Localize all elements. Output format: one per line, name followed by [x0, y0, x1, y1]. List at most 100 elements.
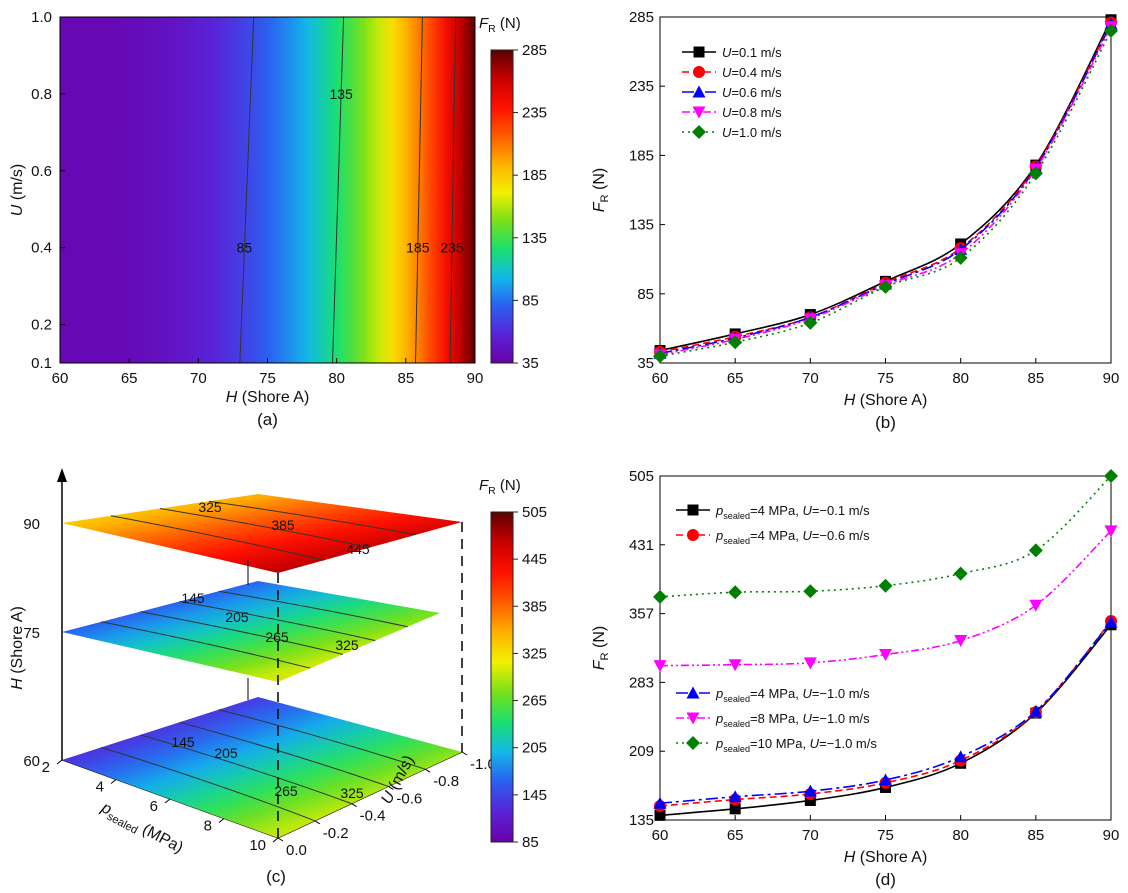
- y-tick-label: 357: [629, 606, 654, 623]
- data-point: [879, 579, 893, 593]
- contour-label: 445: [346, 541, 370, 557]
- colorbar-tick-label: 385: [522, 598, 547, 615]
- x-tick-label: 90: [1103, 827, 1120, 844]
- y-tick-label: 35: [637, 355, 654, 372]
- x-tick-label: 60: [652, 370, 669, 387]
- y-tick-label: -0.2: [323, 825, 349, 842]
- panel-d-line-chart: 60 65 70 75 80 85 90 135 209 283 357 431 505 psealed=…: [591, 468, 1119, 889]
- colorbar-tick-label: 185: [522, 167, 547, 184]
- panel-c-3d-slice-plot: 325 385 445 145 205 265 325 145 205 265 325 60 75 90 H…: [9, 468, 547, 886]
- colorbar: [491, 50, 513, 363]
- legend-entry: psealed=4 MPa, U=−0.6 m/s: [715, 528, 870, 546]
- contour-label: 135: [329, 86, 353, 102]
- contour-label: 235: [440, 240, 464, 256]
- y-tick: [352, 804, 357, 807]
- y-tick-label: 1.0: [31, 9, 52, 26]
- y-tick-label: 135: [629, 812, 654, 829]
- series-line: [660, 531, 1111, 666]
- x-tick-label: 2: [42, 759, 50, 776]
- slice-surface: [62, 581, 440, 682]
- colorbar-tick-label: 145: [522, 787, 547, 804]
- data-point: [954, 635, 967, 647]
- x-tick: [165, 799, 170, 803]
- panel-a-contour-map: 85 135 185 235 60 65 70 75 80 85 90 0.1 0.2 0.4 0.6 0.8…: [9, 9, 547, 429]
- z-tick-label: 60: [23, 753, 40, 770]
- y-tick-label: 431: [629, 537, 654, 554]
- y-tick: [315, 821, 320, 824]
- x-tick-label: 60: [52, 370, 69, 387]
- x-tick-label: 85: [397, 370, 414, 387]
- colorbar-tick-label: 35: [522, 355, 539, 372]
- y-tick: [425, 769, 430, 772]
- contour-label: 325: [335, 637, 359, 653]
- y-tick-label: 283: [629, 674, 654, 691]
- x-axis-label: H (Shore A): [844, 849, 928, 866]
- colorbar-tick-label: 285: [522, 42, 547, 59]
- colorbar-title: FR (N): [479, 15, 521, 35]
- contour-label: 205: [214, 745, 238, 761]
- legend-entry: U=1.0 m/s: [722, 125, 782, 140]
- x-tick: [273, 838, 278, 842]
- colorbar-tick-label: 505: [522, 504, 547, 521]
- data-point: [804, 657, 817, 669]
- data-point: [954, 567, 968, 581]
- y-tick-label: 135: [629, 217, 654, 234]
- contour-label: 145: [181, 590, 205, 606]
- x-tick-label: 75: [877, 827, 894, 844]
- contour-label: 85: [237, 240, 253, 256]
- y-tick-label: 0.2: [31, 317, 52, 334]
- panel-caption: (b): [875, 413, 896, 432]
- y-tick-label: 235: [629, 78, 654, 95]
- x-tick-label: 80: [952, 370, 969, 387]
- x-tick-label: 75: [259, 370, 276, 387]
- legend-entry: U=0.8 m/s: [722, 105, 782, 120]
- data-point: [653, 590, 667, 604]
- x-tick-label: 90: [467, 370, 484, 387]
- colorbar-tick-label: 85: [522, 292, 539, 309]
- colorbar-tick-label: 265: [522, 693, 547, 710]
- legend-entry: psealed=8 MPa, U=−1.0 m/s: [715, 711, 870, 729]
- x-tick-label: 65: [727, 827, 744, 844]
- x-tick: [219, 819, 224, 823]
- data-point: [728, 585, 742, 599]
- legend-entry: U=0.1 m/s: [722, 45, 782, 60]
- y-tick-label: -0.4: [360, 808, 386, 825]
- contour-label: 325: [198, 499, 222, 515]
- contour-label: 185: [406, 240, 430, 256]
- y-tick-label: 85: [637, 286, 654, 303]
- x-tick-label: 75: [877, 370, 894, 387]
- h-axis-arrowhead: [57, 468, 67, 482]
- y-tick-label: 505: [629, 468, 654, 485]
- y-tick-label: 285: [629, 9, 654, 26]
- y-tick-label: 0.8: [31, 86, 52, 103]
- x-tick-label: 90: [1103, 370, 1120, 387]
- y-axis-label: FR (N): [591, 168, 611, 213]
- x-tick: [111, 780, 116, 784]
- x-tick-label: 80: [952, 827, 969, 844]
- x-tick: [57, 760, 62, 764]
- legend-marker: [694, 47, 705, 58]
- panel-caption: (d): [875, 870, 896, 889]
- y-tick-label: 0.0: [286, 842, 307, 859]
- colorbar-tick-label: 235: [522, 105, 547, 122]
- x-tick-label: 85: [1027, 827, 1044, 844]
- legend-marker: [693, 66, 705, 78]
- contour-label: 385: [271, 517, 295, 533]
- x-tick-label: 8: [204, 818, 212, 835]
- y-tick: [462, 752, 467, 755]
- legend-entry: psealed=4 MPa, U=−0.1 m/s: [715, 503, 870, 521]
- colorbar-tick-label: 325: [522, 645, 547, 662]
- y-tick-label: 0.6: [31, 163, 52, 180]
- x-tick-label: 70: [190, 370, 207, 387]
- z-axis-label: H (Shore A): [9, 606, 26, 690]
- y-tick-label: 209: [629, 743, 654, 760]
- x-axis-label: H (Shore A): [844, 392, 928, 409]
- data-point: [803, 584, 817, 598]
- panel-b-line-chart: 60 65 70 75 80 85 903585135185235285U=0.1 m/sU…: [591, 9, 1119, 432]
- legend-entry: U=0.4 m/s: [722, 65, 782, 80]
- legend-marker: [693, 86, 706, 98]
- contour-label: 325: [340, 785, 364, 801]
- legend-marker: [688, 505, 699, 516]
- y-tick-label: 185: [629, 147, 654, 164]
